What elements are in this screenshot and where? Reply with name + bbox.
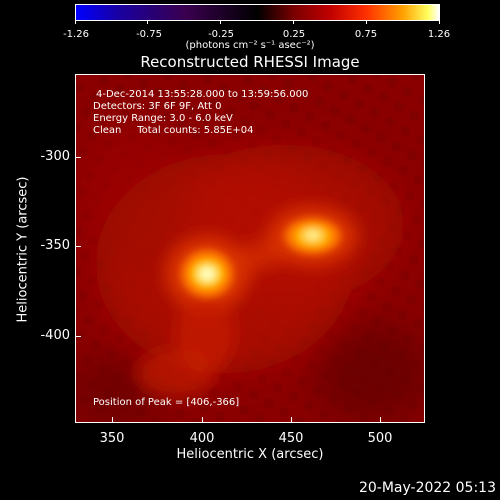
x-tick-label: 350 [99,431,125,446]
y-tick-label: -350 [40,238,70,253]
x-axis-label: Heliocentric X (arcsec) [176,447,324,462]
x-tick-label: 400 [189,431,215,446]
x-tick-label: 500 [367,431,393,446]
colorbar-unit-label: (photons cm⁻² s⁻¹ asec⁻²) [185,40,315,51]
colorbar-tick-label: -0.75 [136,29,162,40]
colorbar-tick-label: 0.75 [354,29,378,40]
y-axis-label: Heliocentric Y (arcsec) [15,176,31,323]
info-time-range: 4-Dec-2014 13:55:28.000 to 13:59:56.000 [96,89,309,100]
colorbar-tick-label: 0.25 [282,29,306,40]
x-tick-label: 450 [278,431,304,446]
colorbar-tick-label: 1.26 [427,29,451,40]
info-energy-range: Energy Range: 3.0 - 6.0 keV [93,113,233,124]
y-tick-label: -400 [40,328,70,343]
info-clean-total-counts: Clean Total counts: 5.85E+04 [93,125,254,136]
colorbar [75,4,440,21]
info-detectors: Detectors: 3F 6F 9F, Att 0 [93,101,222,112]
colorbar-tick-label: -1.26 [63,29,89,40]
colorbar-tick-label: -0.25 [208,29,234,40]
rhessi-image [76,75,424,422]
image-title: Reconstructed RHESSI Image [140,53,360,71]
y-tick-label: -300 [40,149,70,164]
footer-timestamp: 20-May-2022 05:13 [358,480,496,496]
info-peak-position: Position of Peak = [406,-366] [93,397,240,408]
image-plot-area [75,74,425,423]
